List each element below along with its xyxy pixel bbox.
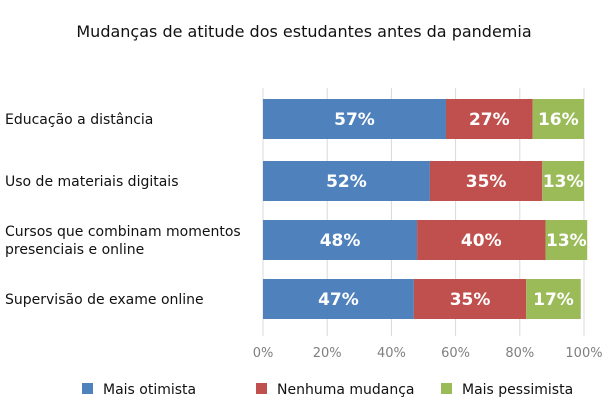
category-labels: Educação a distância Uso de materiais dig… — [5, 112, 241, 308]
bar-segment — [532, 99, 584, 139]
data-label: 13% — [546, 231, 587, 251]
bars — [263, 99, 588, 319]
data-label: 35% — [450, 290, 491, 310]
legend-swatch — [441, 383, 452, 394]
bar-segment — [413, 279, 527, 319]
chart-title: Mudanças de atitude dos estudantes antes… — [76, 22, 531, 41]
data-label: 13% — [543, 172, 584, 192]
bar-segment — [545, 220, 588, 260]
data-label: 52% — [326, 172, 367, 192]
legend-label: Nenhuma mudança — [277, 382, 415, 398]
data-label: 47% — [318, 290, 359, 310]
bar-segment — [526, 279, 581, 319]
x-tick-label: 20% — [313, 346, 342, 361]
legend-label: Mais pessimista — [462, 382, 573, 398]
category-label: Supervisão de exame online — [5, 292, 204, 308]
x-axis-ticks: 0% 20% 40% 60% 80% 100% — [253, 346, 603, 361]
data-label: 35% — [466, 172, 507, 192]
legend: Mais otimista Nenhuma mudança Mais pessimi… — [82, 382, 573, 398]
bar-segment — [263, 220, 418, 260]
bar-segment — [263, 279, 414, 319]
data-label: 27% — [469, 110, 510, 130]
data-label: 17% — [533, 290, 574, 310]
legend-swatch — [256, 383, 267, 394]
category-label: Uso de materiais digitais — [5, 174, 179, 190]
data-label: 16% — [538, 110, 579, 130]
bar-segment — [445, 99, 533, 139]
x-tick-label: 40% — [377, 346, 406, 361]
category-label: Cursos que combinam momentos presenciais … — [5, 224, 241, 258]
bar-segment — [417, 220, 546, 260]
data-label: 57% — [334, 110, 375, 130]
data-label: 48% — [320, 231, 361, 251]
bar-segment — [263, 161, 430, 201]
data-label: 40% — [461, 231, 502, 251]
x-tick-label: 0% — [253, 346, 274, 361]
legend-label: Mais otimista — [103, 382, 196, 398]
category-label: Educação a distância — [5, 112, 153, 128]
bar-segment — [542, 161, 584, 201]
bar-segment — [263, 99, 446, 139]
x-tick-label: 60% — [441, 346, 470, 361]
legend-swatch — [82, 383, 93, 394]
data-labels: 57% 27% 16% 52% 35% 13% 48% 40% 13% 47% 35% 17% — [318, 110, 587, 310]
bar-segment — [429, 161, 543, 201]
x-tick-label: 100% — [565, 346, 602, 361]
x-tick-label: 80% — [505, 346, 534, 361]
